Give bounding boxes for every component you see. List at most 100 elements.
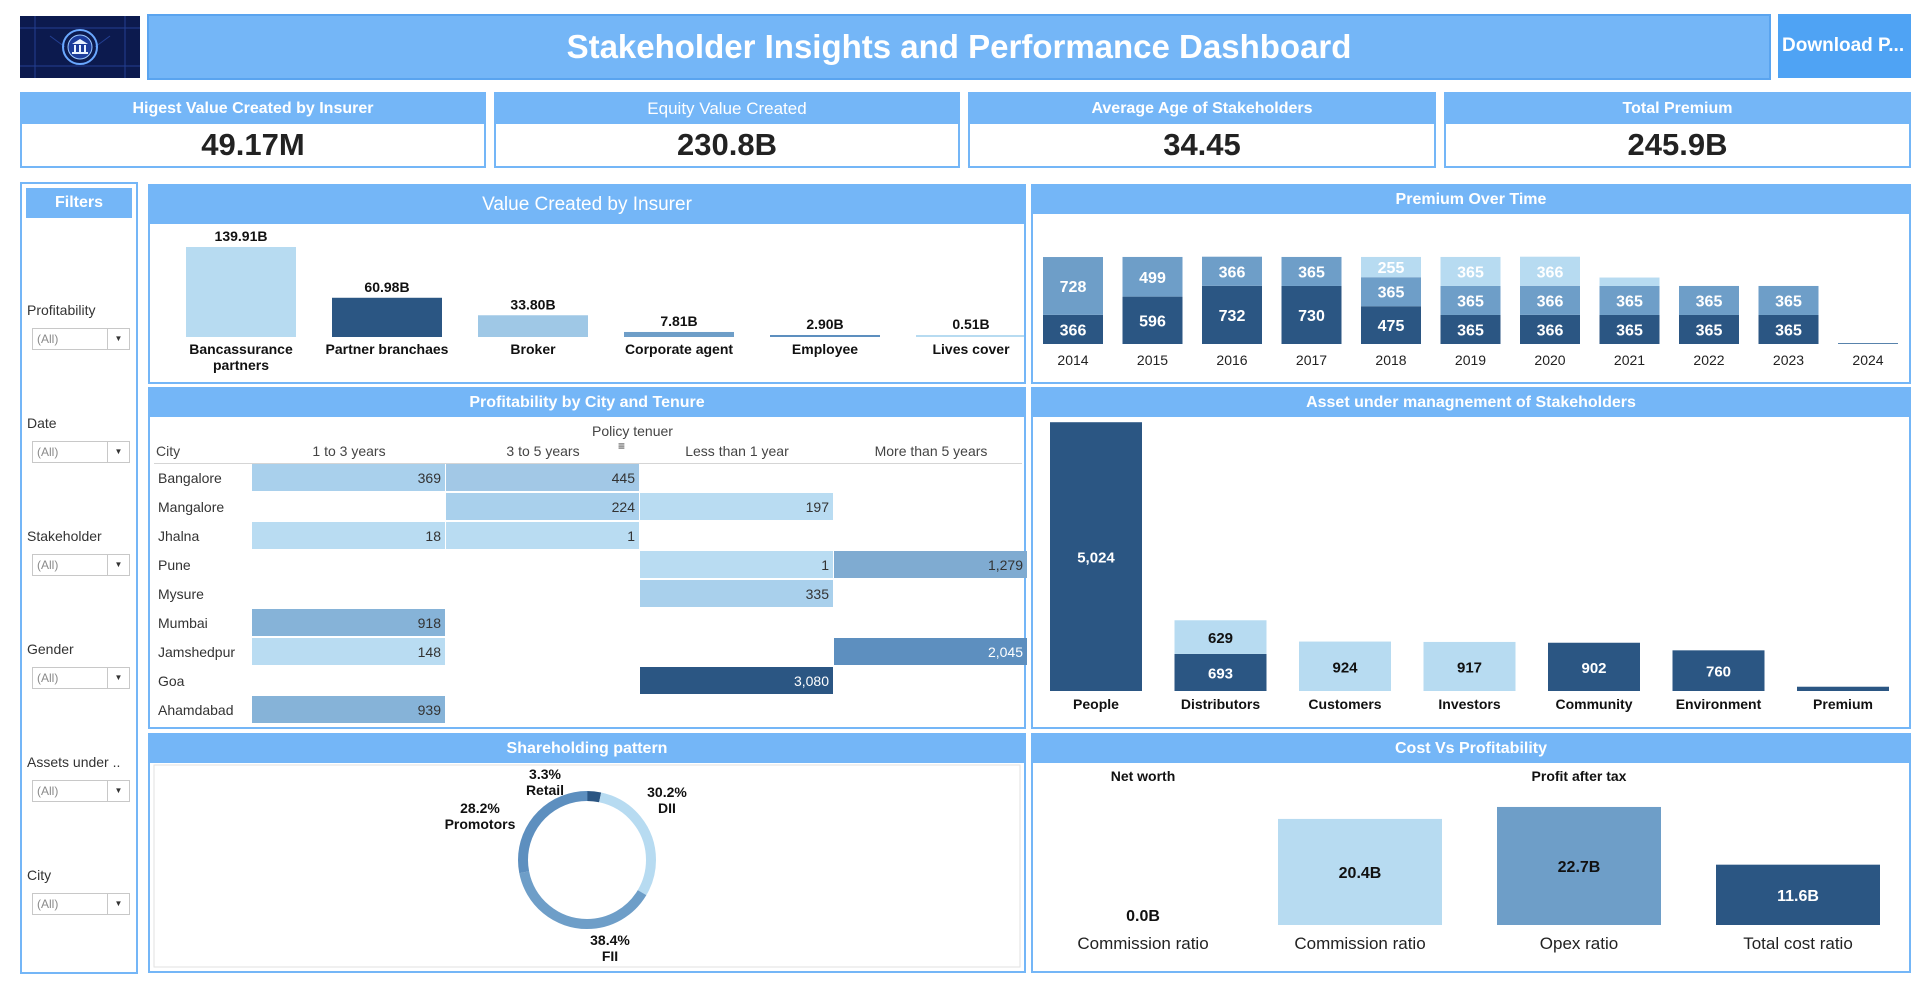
data-label: 0.51B	[952, 316, 989, 332]
data-label: 365	[1775, 293, 1802, 310]
filter-label-gender: Gender	[27, 641, 74, 657]
tick-label: 2023	[1773, 352, 1804, 368]
bar-segment	[1174, 620, 1267, 654]
bar-segment	[1281, 256, 1342, 286]
tick-label: 2021	[1614, 352, 1645, 368]
row-label: Ahamdabad	[158, 702, 234, 718]
heatmap-cell: 18	[252, 522, 445, 549]
filter-select-profitability[interactable]: (All) ▼	[32, 328, 130, 350]
slice-name-label: DII	[658, 800, 676, 816]
bar-segment	[1672, 650, 1765, 691]
category-label: Opex ratio	[1540, 934, 1618, 953]
group-header: Net worth	[1111, 768, 1176, 784]
chevron-down-icon[interactable]: ▼	[107, 329, 129, 349]
cost-vs-profit-panel: Cost Vs Profitability Net worth Profit af…	[1031, 733, 1911, 973]
data-label: 366	[1537, 293, 1564, 310]
category-label: People	[1073, 696, 1119, 712]
filter-label-date: Date	[27, 415, 57, 431]
filter-select-gender[interactable]: (All) ▼	[32, 667, 130, 689]
filter-label-assets: Assets under ..	[27, 754, 121, 770]
kpi-equity-value: Equity Value Created 230.8B	[494, 92, 960, 168]
category-label: Lives cover	[932, 341, 1010, 357]
kpi-value: 34.45	[1163, 127, 1241, 162]
category-label: Corporate agent	[625, 341, 733, 357]
bar-segment	[1599, 285, 1660, 315]
filter-select-city[interactable]: (All) ▼	[32, 893, 130, 915]
bar-segment	[1299, 641, 1391, 691]
data-label: 629	[1208, 630, 1233, 647]
slice-value-label: 38.4%	[590, 932, 630, 948]
filter-select-assets[interactable]: (All) ▼	[32, 780, 130, 802]
bar	[186, 247, 296, 337]
panel-title: Profitability by City and Tenure	[150, 389, 1024, 417]
premium-over-time-chart: 366 728 2014 596 499 2015 732 366 2016 730 365 2017…	[1043, 256, 1898, 368]
category-label: Commission ratio	[1077, 934, 1208, 953]
bar-segment	[1679, 285, 1739, 315]
filter-value: (All)	[37, 671, 59, 685]
slice-value-label: 3.3%	[529, 766, 561, 782]
download-button[interactable]: Download P...	[1778, 14, 1911, 78]
value-created-panel: Value Created by Insurer 139.91B Bancassu…	[148, 184, 1026, 384]
row-label: Mangalore	[158, 499, 225, 515]
data-label: 366	[1537, 322, 1564, 339]
filters-panel: Filters Profitability (All) ▼ Date (All)…	[20, 182, 138, 974]
bar-segment	[1758, 314, 1819, 344]
aum-panel: Asset under managnement of Stakeholders …	[1031, 387, 1911, 729]
chevron-down-icon[interactable]: ▼	[107, 781, 129, 801]
bar-segment	[1797, 686, 1889, 691]
panel-title: Asset under managnement of Stakeholders	[1033, 389, 1909, 417]
category-label: Community	[1556, 696, 1633, 712]
bar-segment	[1423, 641, 1516, 691]
data-label: 365	[1378, 285, 1405, 302]
data-label: 2.90B	[806, 316, 843, 332]
data-label: 365	[1457, 322, 1484, 339]
kpi-value: 49.17M	[201, 127, 305, 162]
profitability-panel: Profitability by City and Tenure Policy …	[148, 387, 1027, 729]
slice-name-label: Promotors	[445, 816, 516, 832]
tick-label: 2017	[1296, 352, 1327, 368]
data-label: 7.81B	[660, 313, 697, 329]
heatmap-cell: 918	[252, 609, 445, 636]
bar-segment	[1599, 314, 1660, 344]
heatmap-cell: 1	[446, 522, 639, 549]
data-label: 732	[1219, 308, 1246, 325]
filter-select-date[interactable]: (All) ▼	[32, 441, 130, 463]
chevron-down-icon[interactable]: ▼	[107, 555, 129, 575]
filter-label-city: City	[27, 867, 52, 883]
bar-segment	[1440, 285, 1501, 315]
data-label: 365	[1298, 264, 1325, 281]
sort-icon[interactable]: ≡	[618, 439, 626, 453]
bar-segment	[1281, 285, 1342, 344]
bar-segment	[1548, 642, 1640, 691]
shareholding-panel: Shareholding pattern 3.3% Retail 30.2% DII 3…	[148, 733, 1026, 973]
aum-chart: 5,024 People 693 629 Distributors 924 Customer…	[1050, 422, 1889, 712]
data-label: 255	[1378, 260, 1405, 277]
profitability-table: Policy tenuer City 1 to 3 years 3 to 5 y…	[150, 417, 1027, 727]
filter-select-stakeholder[interactable]: (All) ▼	[32, 554, 130, 576]
chevron-down-icon[interactable]: ▼	[107, 668, 129, 688]
chevron-down-icon[interactable]: ▼	[107, 442, 129, 462]
data-label: 728	[1060, 279, 1087, 296]
bar-segment	[1440, 256, 1501, 286]
panel-title: Cost Vs Profitability	[1033, 735, 1909, 763]
cost-vs-profit-chart: Net worth Profit after tax 0.0B Commission …	[1077, 768, 1880, 953]
column-group-header: Policy tenuer	[592, 423, 673, 439]
kpi-value: 230.8B	[677, 127, 777, 162]
bar	[770, 335, 880, 337]
data-label: 902	[1581, 660, 1606, 677]
heatmap-cell: 197	[640, 493, 833, 520]
kpi-label: Average Age of Stakeholders	[970, 94, 1434, 124]
filters-title: Filters	[26, 188, 132, 218]
data-label: 33.80B	[510, 296, 555, 312]
column-header: More than 5 years	[874, 443, 988, 459]
chevron-down-icon[interactable]: ▼	[107, 894, 129, 914]
category-label: Employee	[792, 341, 858, 357]
column-header: 1 to 3 years	[312, 443, 386, 459]
page-title: Stakeholder Insights and Performance Das…	[147, 14, 1771, 80]
pie-slice	[518, 791, 656, 929]
data-label: 366	[1219, 264, 1246, 281]
heatmap-cell: 1,279	[834, 551, 1027, 578]
tick-label: 2018	[1375, 352, 1406, 368]
tick-label: 2015	[1137, 352, 1168, 368]
